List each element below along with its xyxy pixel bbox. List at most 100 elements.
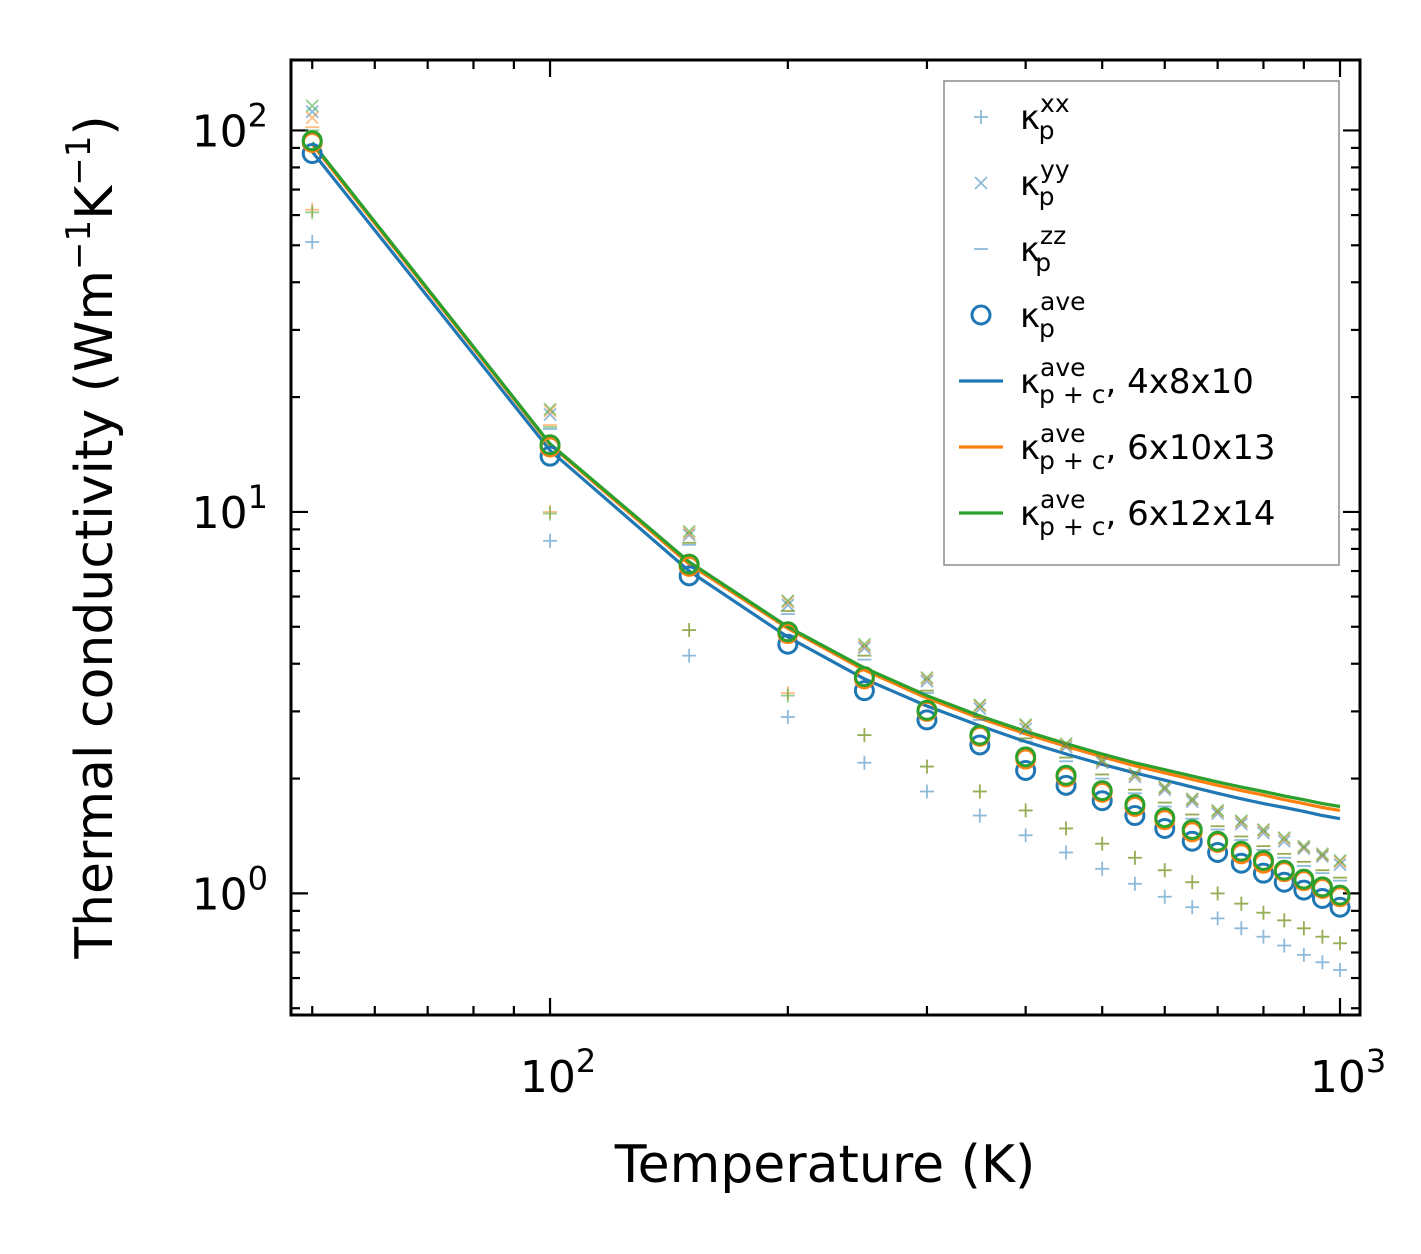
data-point [1181, 819, 1203, 841]
data-point [1095, 836, 1110, 851]
data-point [305, 111, 319, 125]
legend-label: κxx p [1020, 89, 1070, 145]
y-axis-title-prefix: Thermal conductivity (Wm [65, 270, 125, 960]
data-point [1091, 780, 1113, 802]
plot-frame [289, 58, 1362, 1017]
data-point [1256, 905, 1271, 920]
data-point [1329, 896, 1351, 918]
data-point [969, 734, 991, 756]
data-point [1333, 962, 1348, 977]
data-point [1018, 828, 1033, 843]
series-kappa_p_ave-6x12x14 [301, 130, 1351, 906]
data-point [853, 680, 875, 702]
series-kappa_p_xx-4x8x10 [305, 235, 1348, 977]
data-point [543, 402, 557, 416]
series-kappa_pc_ave-6x12x14 [310, 141, 1341, 809]
y-tick-label: 101 [192, 478, 268, 539]
data-point [919, 784, 934, 799]
data-point [539, 434, 561, 456]
data-point [1296, 921, 1311, 936]
data-point [678, 553, 700, 575]
data-point [1127, 850, 1142, 865]
y-axis-title-exp1: −1 [59, 220, 99, 270]
data-point [1185, 792, 1199, 806]
data-point [1059, 736, 1073, 751]
data-point [1207, 830, 1229, 852]
legend-item: κxx p [974, 89, 1070, 145]
data-point [1211, 803, 1225, 818]
legend-item: κave p + c, 6x10x13 [959, 419, 1276, 475]
data-point [1333, 857, 1347, 872]
data-point [1234, 814, 1248, 828]
x-tick-label: 102 [520, 1042, 596, 1103]
data-point [777, 633, 799, 655]
legend-label: κave p [1020, 287, 1086, 343]
series-kappa_pc_ave-4x8x10 [310, 150, 1341, 821]
data-point [682, 623, 697, 638]
data-point [305, 235, 320, 250]
data-point [857, 639, 872, 653]
legend-label: κave p + c, 4x8x10 [1020, 353, 1254, 409]
data-point [781, 595, 795, 609]
y-axis-title: Thermal conductivity (Wm−1K−1) [59, 115, 125, 959]
data-point [1315, 955, 1330, 970]
legend-frame [943, 80, 1340, 566]
legend-marker [970, 304, 992, 326]
legend-item: κave p + c, 6x12x14 [959, 485, 1276, 541]
data-point [543, 506, 558, 521]
data-point [682, 524, 696, 538]
data-point [1157, 863, 1172, 878]
series-line [310, 141, 1341, 809]
data-point [1210, 886, 1225, 901]
data-point [1333, 855, 1347, 869]
data-point [1256, 822, 1271, 837]
data-point [305, 105, 319, 119]
data-point [857, 637, 872, 651]
legend-item: κzz p [974, 221, 1066, 277]
data-point [1158, 780, 1172, 794]
data-point [972, 784, 987, 799]
data-point [1185, 795, 1199, 809]
tick-labels: 102 103 100 101 102 [192, 96, 1387, 1103]
data-point [1315, 929, 1330, 944]
data-point [1252, 849, 1274, 871]
data-point [969, 724, 991, 746]
data-point [920, 670, 934, 685]
data-point [973, 702, 987, 716]
data-series [301, 99, 1351, 977]
data-point [1019, 717, 1033, 732]
data-point [305, 205, 320, 220]
data-point [1095, 754, 1109, 768]
y-axis-title-suffix: ) [65, 115, 125, 135]
data-point [1095, 861, 1110, 876]
data-point [857, 728, 872, 743]
data-point [1015, 759, 1037, 781]
legend-marker [974, 110, 988, 124]
data-point [1154, 807, 1176, 829]
data-point [1273, 859, 1295, 881]
legend-label: κave p + c, 6x12x14 [1020, 485, 1276, 541]
data-point [1273, 871, 1295, 893]
y-axis-title-exp2: −1 [59, 136, 99, 186]
data-point [919, 759, 934, 774]
data-point [1234, 896, 1249, 911]
data-point [1091, 790, 1113, 812]
data-point [1128, 770, 1142, 784]
data-point [1315, 848, 1330, 862]
data-point [1277, 834, 1291, 848]
legend-item: κyy p [974, 155, 1070, 211]
data-point [1210, 911, 1225, 926]
y-tick-label: 102 [192, 96, 268, 157]
data-point [1211, 806, 1225, 821]
data-point [1256, 929, 1271, 944]
series-kappa_p_yy-6x12x14 [305, 99, 1347, 868]
data-point [1277, 913, 1292, 928]
series-kappa_p_zz-6x12x14 [305, 129, 1348, 879]
data-point [916, 709, 938, 731]
data-point [682, 648, 697, 663]
legend-item: κave p [970, 287, 1086, 343]
data-point [857, 755, 872, 770]
y-axis-title-mid: K [65, 184, 125, 220]
data-point [682, 528, 696, 542]
data-point [1059, 845, 1074, 860]
